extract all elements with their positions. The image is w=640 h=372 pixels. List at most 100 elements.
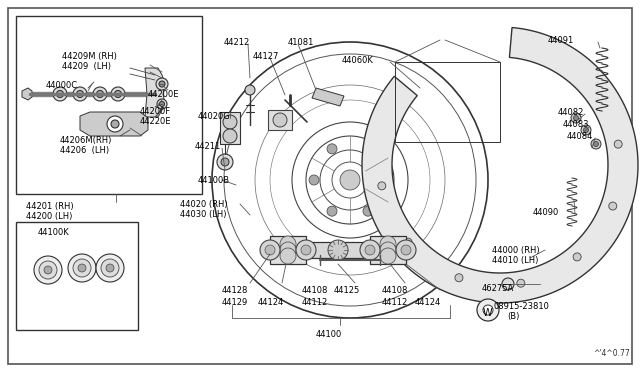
Bar: [270, 236, 306, 264]
Text: 44200F: 44200F: [140, 107, 171, 116]
Circle shape: [327, 206, 337, 216]
Circle shape: [309, 175, 319, 185]
Text: 44125: 44125: [334, 286, 360, 295]
Text: 44124: 44124: [415, 298, 441, 307]
Text: 44020 (RH): 44020 (RH): [180, 200, 228, 209]
Text: 44201 (RH): 44201 (RH): [26, 202, 74, 211]
Text: 46275A: 46275A: [482, 284, 515, 293]
Circle shape: [115, 90, 122, 97]
Text: (B): (B): [507, 312, 520, 321]
Text: 44200E: 44200E: [148, 90, 179, 99]
Bar: [16, 222, 138, 330]
Polygon shape: [80, 112, 148, 136]
Circle shape: [101, 259, 119, 277]
Circle shape: [380, 236, 396, 252]
Circle shape: [573, 115, 579, 121]
Circle shape: [517, 279, 525, 287]
Circle shape: [591, 139, 601, 149]
Circle shape: [363, 144, 373, 154]
Circle shape: [111, 120, 119, 128]
Text: 44100K: 44100K: [38, 228, 70, 237]
Bar: [16, 16, 202, 194]
Circle shape: [571, 113, 581, 123]
Text: 44030 (LH): 44030 (LH): [180, 210, 227, 219]
Circle shape: [396, 240, 416, 260]
Circle shape: [245, 85, 255, 95]
Text: 44209  (LH): 44209 (LH): [62, 62, 111, 71]
Circle shape: [68, 254, 96, 282]
Text: 44128: 44128: [222, 286, 248, 295]
Bar: [370, 236, 406, 264]
Circle shape: [265, 245, 275, 255]
Circle shape: [111, 87, 125, 101]
Circle shape: [273, 113, 287, 127]
Circle shape: [34, 256, 62, 284]
Text: 41081: 41081: [288, 38, 314, 47]
Circle shape: [360, 240, 380, 260]
Circle shape: [39, 261, 57, 279]
Text: 44084: 44084: [567, 132, 593, 141]
Text: 44209M (RH): 44209M (RH): [62, 52, 117, 61]
Circle shape: [381, 175, 391, 185]
Circle shape: [56, 90, 63, 97]
Circle shape: [328, 240, 348, 260]
Circle shape: [365, 245, 375, 255]
Text: 44060K: 44060K: [342, 56, 374, 65]
Circle shape: [609, 202, 617, 210]
Circle shape: [380, 242, 396, 258]
Text: 44212: 44212: [224, 38, 250, 47]
Text: 44010 (LH): 44010 (LH): [492, 256, 538, 265]
Text: 44100B: 44100B: [198, 176, 230, 185]
Polygon shape: [22, 88, 32, 100]
Circle shape: [107, 116, 123, 132]
Circle shape: [106, 264, 114, 272]
Text: 08915-23810: 08915-23810: [494, 302, 550, 311]
Text: 44108: 44108: [382, 286, 408, 295]
Circle shape: [502, 278, 514, 290]
Text: 44220E: 44220E: [140, 117, 172, 126]
Circle shape: [280, 242, 296, 258]
Text: 44082: 44082: [558, 108, 584, 117]
Text: 44124: 44124: [258, 298, 284, 307]
Circle shape: [584, 128, 589, 132]
Text: 44211: 44211: [195, 142, 221, 151]
Bar: [268, 110, 292, 130]
Circle shape: [401, 245, 411, 255]
Circle shape: [159, 102, 164, 106]
Circle shape: [78, 264, 86, 272]
Circle shape: [593, 141, 598, 147]
Text: 44108: 44108: [302, 286, 328, 295]
Bar: [395, 62, 500, 142]
Text: 44090: 44090: [533, 208, 559, 217]
Text: 44206  (LH): 44206 (LH): [60, 146, 109, 155]
Text: 44127: 44127: [253, 52, 280, 61]
Circle shape: [581, 125, 591, 135]
Text: 44100: 44100: [316, 330, 342, 339]
Text: 44112: 44112: [382, 298, 408, 307]
Circle shape: [378, 182, 386, 190]
Text: 44091: 44091: [548, 36, 574, 45]
Text: 44112: 44112: [302, 298, 328, 307]
Circle shape: [53, 87, 67, 101]
Text: 44206M(RH): 44206M(RH): [60, 136, 113, 145]
Circle shape: [217, 154, 233, 170]
Circle shape: [301, 245, 311, 255]
Circle shape: [157, 99, 167, 109]
Bar: [308, 242, 368, 258]
Circle shape: [380, 248, 396, 264]
Circle shape: [296, 240, 316, 260]
Circle shape: [327, 144, 337, 154]
Circle shape: [221, 158, 229, 166]
Text: W: W: [482, 308, 492, 318]
Circle shape: [44, 266, 52, 274]
Text: ^'4^0.77: ^'4^0.77: [593, 349, 630, 358]
Circle shape: [455, 274, 463, 282]
Circle shape: [363, 206, 373, 216]
Circle shape: [77, 90, 83, 97]
Circle shape: [280, 236, 296, 252]
Text: 44200 (LH): 44200 (LH): [26, 212, 72, 221]
Circle shape: [280, 248, 296, 264]
Text: 44000C: 44000C: [46, 81, 78, 90]
Circle shape: [93, 87, 107, 101]
Circle shape: [340, 170, 360, 190]
